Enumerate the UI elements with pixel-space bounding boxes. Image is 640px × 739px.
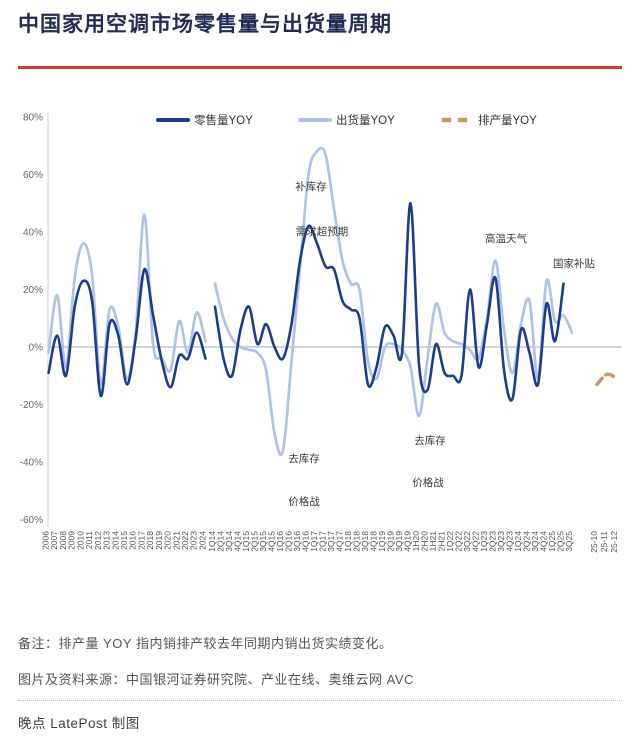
x-tick-label: 2024 [198,531,208,550]
y-tick-label: -60% [20,515,43,526]
chart-annotation: 国家补贴 [553,257,595,270]
x-tick-label: 3Q15 [258,531,268,552]
x-tick-label: 2015 [119,531,129,550]
x-tick-label: 2H21 [437,531,447,552]
x-tick-label: 2019 [154,531,164,550]
x-tick-label: 25-11 [599,531,609,552]
x-tick-label: 4Q15 [267,531,277,552]
x-tick-label: 1Q25 [547,531,557,552]
x-tick-label: 2013 [102,531,112,550]
x-tick-label: 2Q14 [216,531,226,552]
y-tick-label: 20% [23,285,43,296]
x-tick-label: 4Q23 [505,531,515,552]
x-tick-label: 2Q16 [284,531,294,552]
chart-annotation: 去库存 [288,452,320,465]
chart-area: 80% 60% 40% 20% 0% -20% -40% -60% 零售量YOY 出货量YOY 排产… [0,95,640,605]
x-tick-label: 2Q17 [318,531,328,552]
x-tick-label: 4Q22 [471,531,481,552]
x-tick-label: 3Q14 [224,531,234,552]
y-tick-label: -20% [20,400,43,411]
note-remark: 备注：排产量 YOY 指内销排产较去年同期内销出货实绩变化。 [18,636,393,651]
x-tick-label: 3Q16 [292,531,302,552]
x-tick-label: 2006 [41,531,51,550]
page-title: 中国家用空调市场零售量与出货量周期 [18,13,392,36]
x-tick-label: 1Q15 [241,531,251,552]
x-tick-label: 3Q18 [360,531,370,552]
shipment-yoy-line [47,213,207,386]
x-tick-label: 1Q18 [343,531,353,552]
credit-line: 晚点 LatePost 制图 [18,716,140,731]
x-tick-label: 2Q25 [556,531,566,552]
chart-annotation: 价格战 [288,495,320,508]
x-tick-label: 2Q22 [454,531,464,552]
x-tick-label: 4Q17 [335,531,345,552]
x-tick-label: 1H21 [428,531,438,552]
x-tick-label: 1Q24 [513,531,523,552]
x-tick-label: 2022 [180,531,190,550]
retail-yoy-line [47,267,207,398]
x-tick-label: 4Q14 [233,531,243,552]
x-tick-label: 1Q17 [309,531,319,552]
x-tick-label: 2007 [49,531,59,550]
legend-label: 出货量YOY [336,113,395,127]
note-source: 图片及资料来源：中国银河证券研究院、产业在线、奥维云网 AVC [18,672,414,687]
legend-label: 零售量YOY [194,113,253,127]
x-tick-label: 2009 [67,531,77,550]
x-tick-label: 2Q23 [488,531,498,552]
x-tick-label: 2014 [110,531,120,550]
x-tick-label: 1H20 [411,531,421,552]
x-tick-label: 1Q23 [479,531,489,552]
x-tick-label: 3Q19 [394,531,404,552]
x-tick-label: 1Q19 [377,531,387,552]
chart-annotation: 去库存 [414,434,446,447]
x-tick-label: 2021 [171,531,181,550]
y-tick-label: -40% [20,458,43,469]
chart-annotation: 价格战 [412,476,444,489]
footer-divider [18,700,622,701]
x-tick-label: 2023 [189,531,199,550]
x-tick-label: 1Q22 [445,531,455,552]
production-yoy-line [595,372,619,387]
x-tick-label: 2016 [128,531,138,550]
shipment-yoy-line [213,146,574,457]
x-tick-label: 2Q24 [522,531,532,552]
x-tick-label: 2020 [163,531,173,550]
x-tick-label: 2008 [58,531,68,550]
x-tick-label: 1Q16 [275,531,285,552]
x-tick-label: 4Q19 [403,531,413,552]
x-tick-label: 2Q15 [250,531,260,552]
x-tick-label: 3Q23 [496,531,506,552]
y-tick-label: 40% [23,227,43,238]
y-tick-label: 0% [29,343,44,354]
x-tick-label: 3Q24 [530,531,540,552]
x-tick-label: 4Q24 [539,531,549,552]
x-tick-label: 3Q25 [564,531,574,552]
yoy-cycle-chart: 80% 60% 40% 20% 0% -20% -40% -60% 零售量YOY 出货量YOY 排产… [20,112,622,553]
x-tick-label: 2018 [145,531,155,550]
x-tick-label: 3Q22 [462,531,472,552]
x-tick-label: 25-10 [589,531,599,553]
retail-yoy-line [213,201,565,402]
x-tick-label: 25-12 [609,531,619,553]
x-tick-label: 1Q14 [207,531,217,552]
x-tick-label: 2010 [75,531,85,550]
chart-annotation: 高温天气 [485,232,527,245]
x-tick-label: 2Q18 [352,531,362,552]
x-tick-label: 2H20 [420,531,430,552]
x-tick-label: 2011 [84,531,94,550]
title-underline [18,66,622,69]
x-tick-label: 2012 [93,531,103,550]
legend-label: 排产量YOY [478,113,537,127]
chart-annotation: 需求超预期 [296,225,349,238]
x-tick-label: 2017 [136,531,146,550]
chart-annotation: 补库存 [295,180,327,193]
x-tick-label: 3Q17 [326,531,336,552]
y-tick-label: 80% [23,112,43,123]
x-tick-label: 2Q19 [386,531,396,552]
x-tick-label: 4Q18 [369,531,379,552]
y-tick-label: 60% [23,170,43,181]
x-tick-label: 4Q16 [301,531,311,552]
